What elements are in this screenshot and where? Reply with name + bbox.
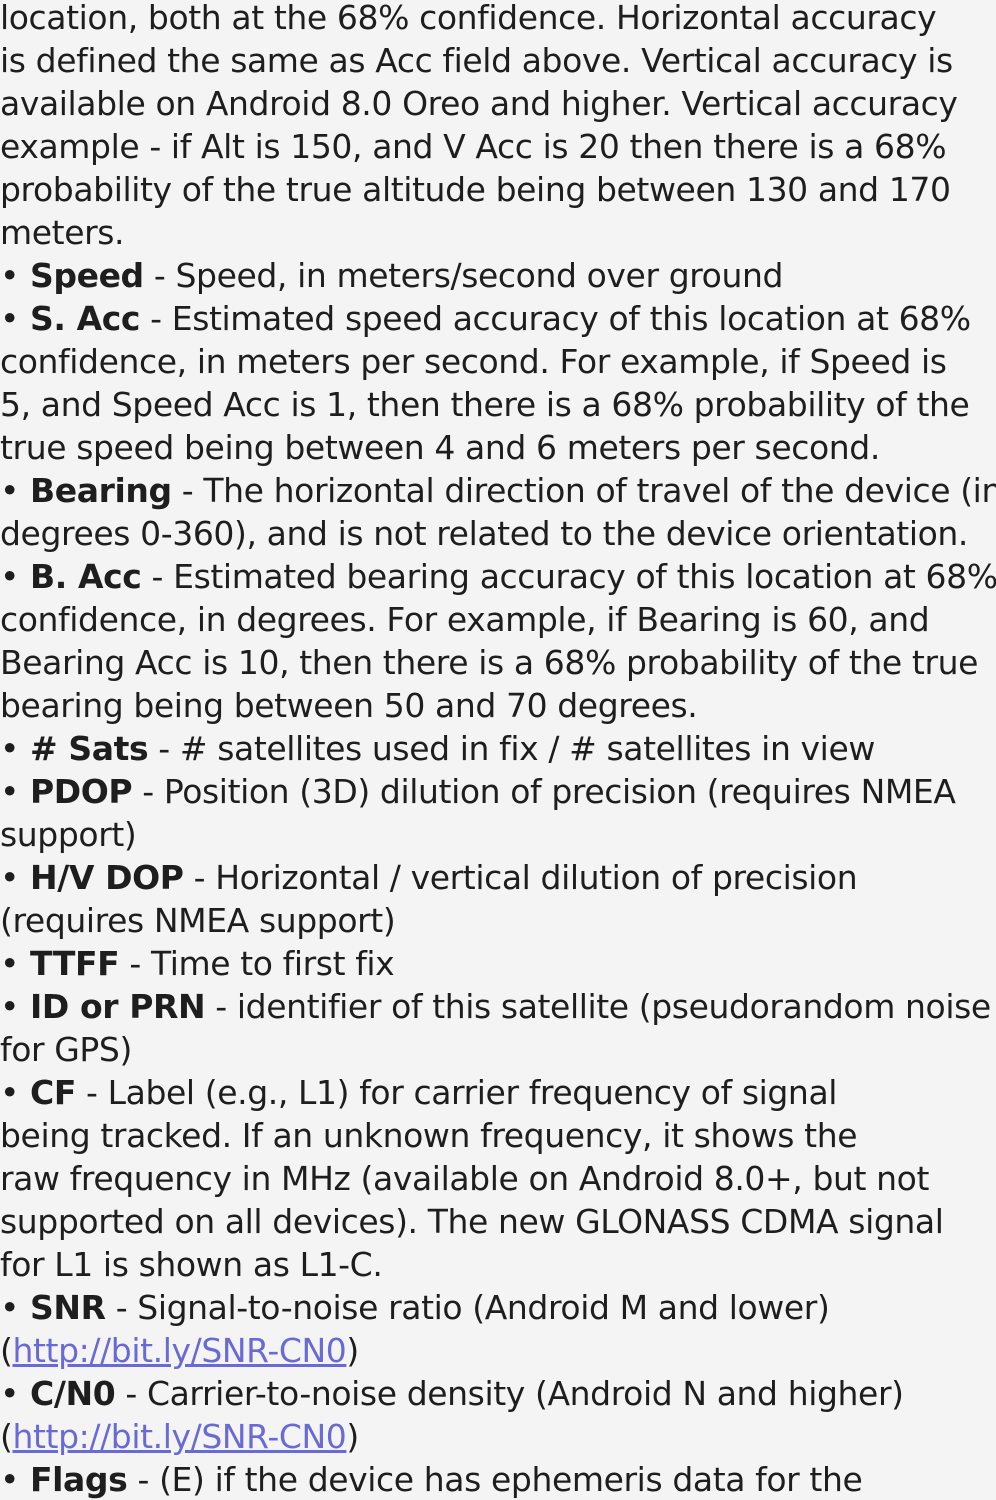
term-label: H/V DOP: [30, 858, 184, 897]
paren-open: (: [0, 1331, 13, 1370]
bullet-icon: •: [0, 772, 20, 811]
text-line: bearing being between 50 and 70 degrees.: [0, 686, 698, 725]
text-line: true speed being between 4 and 6 meters …: [0, 428, 880, 467]
term-label: B. Acc: [30, 557, 142, 596]
bullet-item: • S. Acc - Estimated speed accuracy of th…: [0, 297, 996, 340]
text-line: for L1 is shown as L1-C.: [0, 1245, 383, 1284]
term-description: - Position (3D) dilution of precision (r…: [132, 772, 956, 811]
term-description: - The horizontal direction of travel of …: [171, 471, 996, 510]
term-description: - Time to first fix: [119, 944, 395, 983]
text-line: for GPS): [0, 1030, 132, 1069]
term-label: PDOP: [30, 772, 133, 811]
term-label: S. Acc: [30, 299, 141, 338]
text-line: is defined the same as Acc field above. …: [0, 41, 953, 80]
text-line: degrees 0-360), and is not related to th…: [0, 514, 969, 553]
bullet-item: • Speed - Speed, in meters/second over gr…: [0, 254, 996, 297]
term-label: ID or PRN: [30, 987, 206, 1026]
bullet-item: • Bearing - The horizontal direction of t…: [0, 469, 996, 512]
text-line: meters.: [0, 213, 125, 252]
bullet-icon: •: [0, 1374, 20, 1413]
term-description: - (E) if the device has ephemeris data f…: [127, 1460, 863, 1499]
text-line: (requires NMEA support): [0, 901, 396, 940]
text-line: supported on all devices). The new GLONA…: [0, 1202, 944, 1241]
bullet-item: • C/N0 - Carrier-to-noise density (Androi…: [0, 1372, 996, 1415]
term-description: - Estimated bearing accuracy of this loc…: [141, 557, 996, 596]
bullet-item: • # Sats - # satellites used in fix / # s…: [0, 727, 996, 770]
link-line: (http://bit.ly/SNR-CN0): [0, 1415, 996, 1458]
text-line: location, both at the 68% confidence. Ho…: [0, 0, 937, 37]
paren-open: (: [0, 1417, 13, 1456]
term-label: Flags: [30, 1460, 128, 1499]
bullet-icon: •: [0, 729, 20, 768]
term-label: SNR: [30, 1288, 106, 1327]
bullet-icon: •: [0, 1460, 20, 1499]
snr-cn0-link[interactable]: http://bit.ly/SNR-CN0: [12, 1331, 347, 1370]
text-line: Bearing Acc is 10, then there is a 68% p…: [0, 643, 979, 682]
link-line: (http://bit.ly/SNR-CN0): [0, 1329, 996, 1372]
bullet-item: • SNR - Signal-to-noise ratio (Android M …: [0, 1286, 996, 1329]
term-label: # Sats: [30, 729, 149, 768]
bullet-icon: •: [0, 471, 20, 510]
bullet-item: • ID or PRN - identifier of this satellit…: [0, 985, 996, 1028]
text-line: confidence, in meters per second. For ex…: [0, 342, 947, 381]
bullet-item: • H/V DOP - Horizontal / vertical dilutio…: [0, 856, 996, 899]
text-line: being tracked. If an unknown frequency, …: [0, 1116, 858, 1155]
term-label: TTFF: [30, 944, 120, 983]
term-description: - Signal-to-noise ratio (Android M and l…: [105, 1288, 830, 1327]
bullet-icon: •: [0, 299, 20, 338]
term-description: - Estimated speed accuracy of this locat…: [140, 299, 971, 338]
term-description: - # satellites used in fix / # satellite…: [148, 729, 875, 768]
bullet-item: • CF - Label (e.g., L1) for carrier frequ…: [0, 1071, 996, 1114]
paren-close: ): [346, 1417, 359, 1456]
bullet-icon: •: [0, 987, 20, 1026]
bullet-icon: •: [0, 1073, 20, 1112]
term-description: - identifier of this satellite (pseudora…: [205, 987, 991, 1026]
bullet-item: • Flags - (E) if the device has ephemeris…: [0, 1458, 996, 1500]
term-description: - Carrier-to-noise density (Android N an…: [115, 1374, 904, 1413]
term-description: - Horizontal / vertical dilution of prec…: [183, 858, 858, 897]
text-line: support): [0, 815, 137, 854]
bullet-icon: •: [0, 256, 20, 295]
text-line: 5, and Speed Acc is 1, then there is a 6…: [0, 385, 970, 424]
bullet-item: • B. Acc - Estimated bearing accuracy of …: [0, 555, 996, 598]
text-line: confidence, in degrees. For example, if …: [0, 600, 930, 639]
term-label: CF: [30, 1073, 76, 1112]
text-line: example - if Alt is 150, and V Acc is 20…: [0, 127, 947, 166]
text-line: raw frequency in MHz (available on Andro…: [0, 1159, 929, 1198]
term-description: - Speed, in meters/second over ground: [143, 256, 784, 295]
term-label: C/N0: [30, 1374, 116, 1413]
term-label: Bearing: [30, 471, 172, 510]
bullet-item: • TTFF - Time to first fix: [0, 942, 996, 985]
text-line: probability of the true altitude being b…: [0, 170, 951, 209]
term-description: - Label (e.g., L1) for carrier frequency…: [75, 1073, 838, 1112]
snr-cn0-link[interactable]: http://bit.ly/SNR-CN0: [12, 1417, 347, 1456]
term-label: Speed: [30, 256, 144, 295]
bullet-item: • PDOP - Position (3D) dilution of precis…: [0, 770, 996, 813]
bullet-icon: •: [0, 1288, 20, 1327]
bullet-icon: •: [0, 858, 20, 897]
paren-close: ): [346, 1331, 359, 1370]
bullet-icon: •: [0, 557, 20, 596]
bullet-icon: •: [0, 944, 20, 983]
text-line: available on Android 8.0 Oreo and higher…: [0, 84, 958, 123]
